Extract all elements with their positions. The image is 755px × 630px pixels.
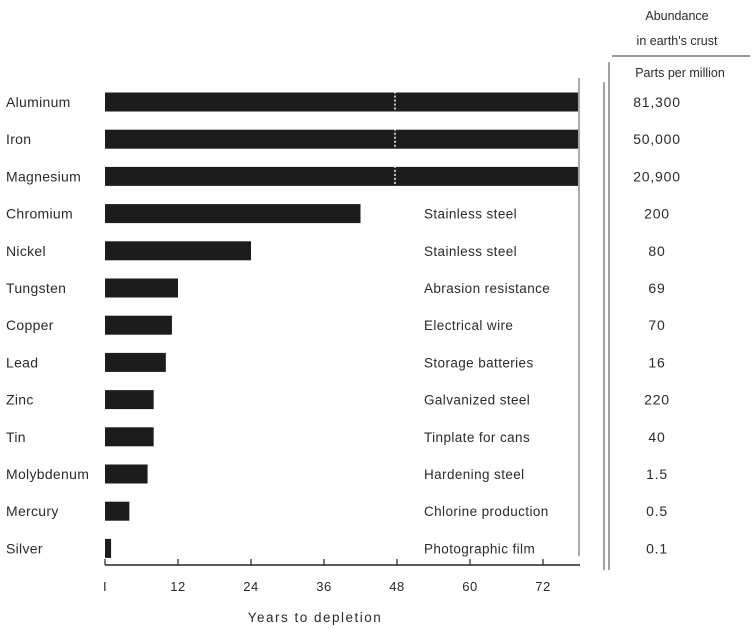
category-label: Chromium [6, 206, 73, 222]
abundance-value: 70 [648, 317, 665, 333]
abundance-unit: Parts per million [635, 66, 725, 80]
abundance-value: 0.1 [646, 540, 668, 556]
principal-use-label: Stainless steel [424, 244, 517, 259]
abundance-value: 40 [648, 429, 665, 445]
x-tick-label: 48 [389, 579, 404, 594]
bar [105, 166, 578, 186]
principal-use-label: Hardening steel [424, 467, 525, 482]
abundance-value: 69 [648, 280, 665, 296]
category-label: Magnesium [6, 168, 81, 184]
abundance-value: 50,000 [633, 131, 681, 147]
abundance-value: 200 [644, 206, 670, 222]
bar [105, 315, 172, 335]
abundance-header-line-2: in earth's crust [637, 34, 718, 48]
bar [105, 538, 112, 558]
chart-rows: Aluminum 81,300 Iron 50,000 Magnesium 20,900 C… [6, 91, 681, 558]
x-tick-label: 60 [462, 579, 477, 594]
category-label: Zinc [6, 392, 34, 408]
category-label: Copper [6, 317, 54, 333]
bar [105, 427, 154, 447]
x-tick-label: 36 [316, 579, 331, 594]
category-label: Nickel [6, 243, 46, 259]
category-label: Tin [6, 429, 26, 445]
bar [105, 92, 578, 112]
principal-use-label: Galvanized steel [424, 393, 530, 408]
bar [105, 390, 154, 410]
category-label: Lead [6, 354, 38, 370]
principal-use-label: Chlorine production [424, 504, 549, 519]
x-tick-label: I [103, 579, 107, 594]
x-tick-label: 72 [535, 579, 550, 594]
bar [105, 352, 166, 372]
bar [105, 464, 148, 484]
x-tick-label: 12 [170, 579, 185, 594]
category-label: Mercury [6, 503, 59, 519]
principal-use-label: Tinplate for cans [424, 430, 530, 445]
category-label: Tungsten [6, 280, 66, 296]
x-axis-label: Years to depletion [248, 610, 383, 625]
principal-use-label: Stainless steel [424, 207, 517, 222]
abundance-value: 81,300 [633, 94, 681, 110]
abundance-value: 1.5 [646, 466, 668, 482]
abundance-value: 20,900 [633, 168, 681, 184]
category-label: Silver [6, 540, 43, 556]
principal-use-label: Electrical wire [424, 318, 513, 333]
abundance-value: 80 [648, 243, 665, 259]
bar [105, 241, 251, 261]
principal-use-label: Photographic film [424, 541, 535, 556]
abundance-value: 16 [648, 354, 665, 370]
principal-use-label: Abrasion resistance [424, 281, 550, 296]
bar [105, 278, 178, 298]
bar [105, 129, 578, 149]
x-axis-ticks: I 12 24 36 48 60 72 [103, 559, 550, 594]
category-label: Molybdenum [6, 466, 89, 482]
category-label: Aluminum [6, 94, 71, 110]
bar [105, 204, 361, 224]
x-tick-label: 24 [243, 579, 258, 594]
abundance-value: 0.5 [646, 503, 668, 519]
category-label: Iron [6, 131, 31, 147]
abundance-value: 220 [644, 392, 670, 408]
bar [105, 501, 130, 521]
principal-use-label: Storage batteries [424, 355, 534, 370]
abundance-header-line-1: Abundance [645, 9, 708, 23]
